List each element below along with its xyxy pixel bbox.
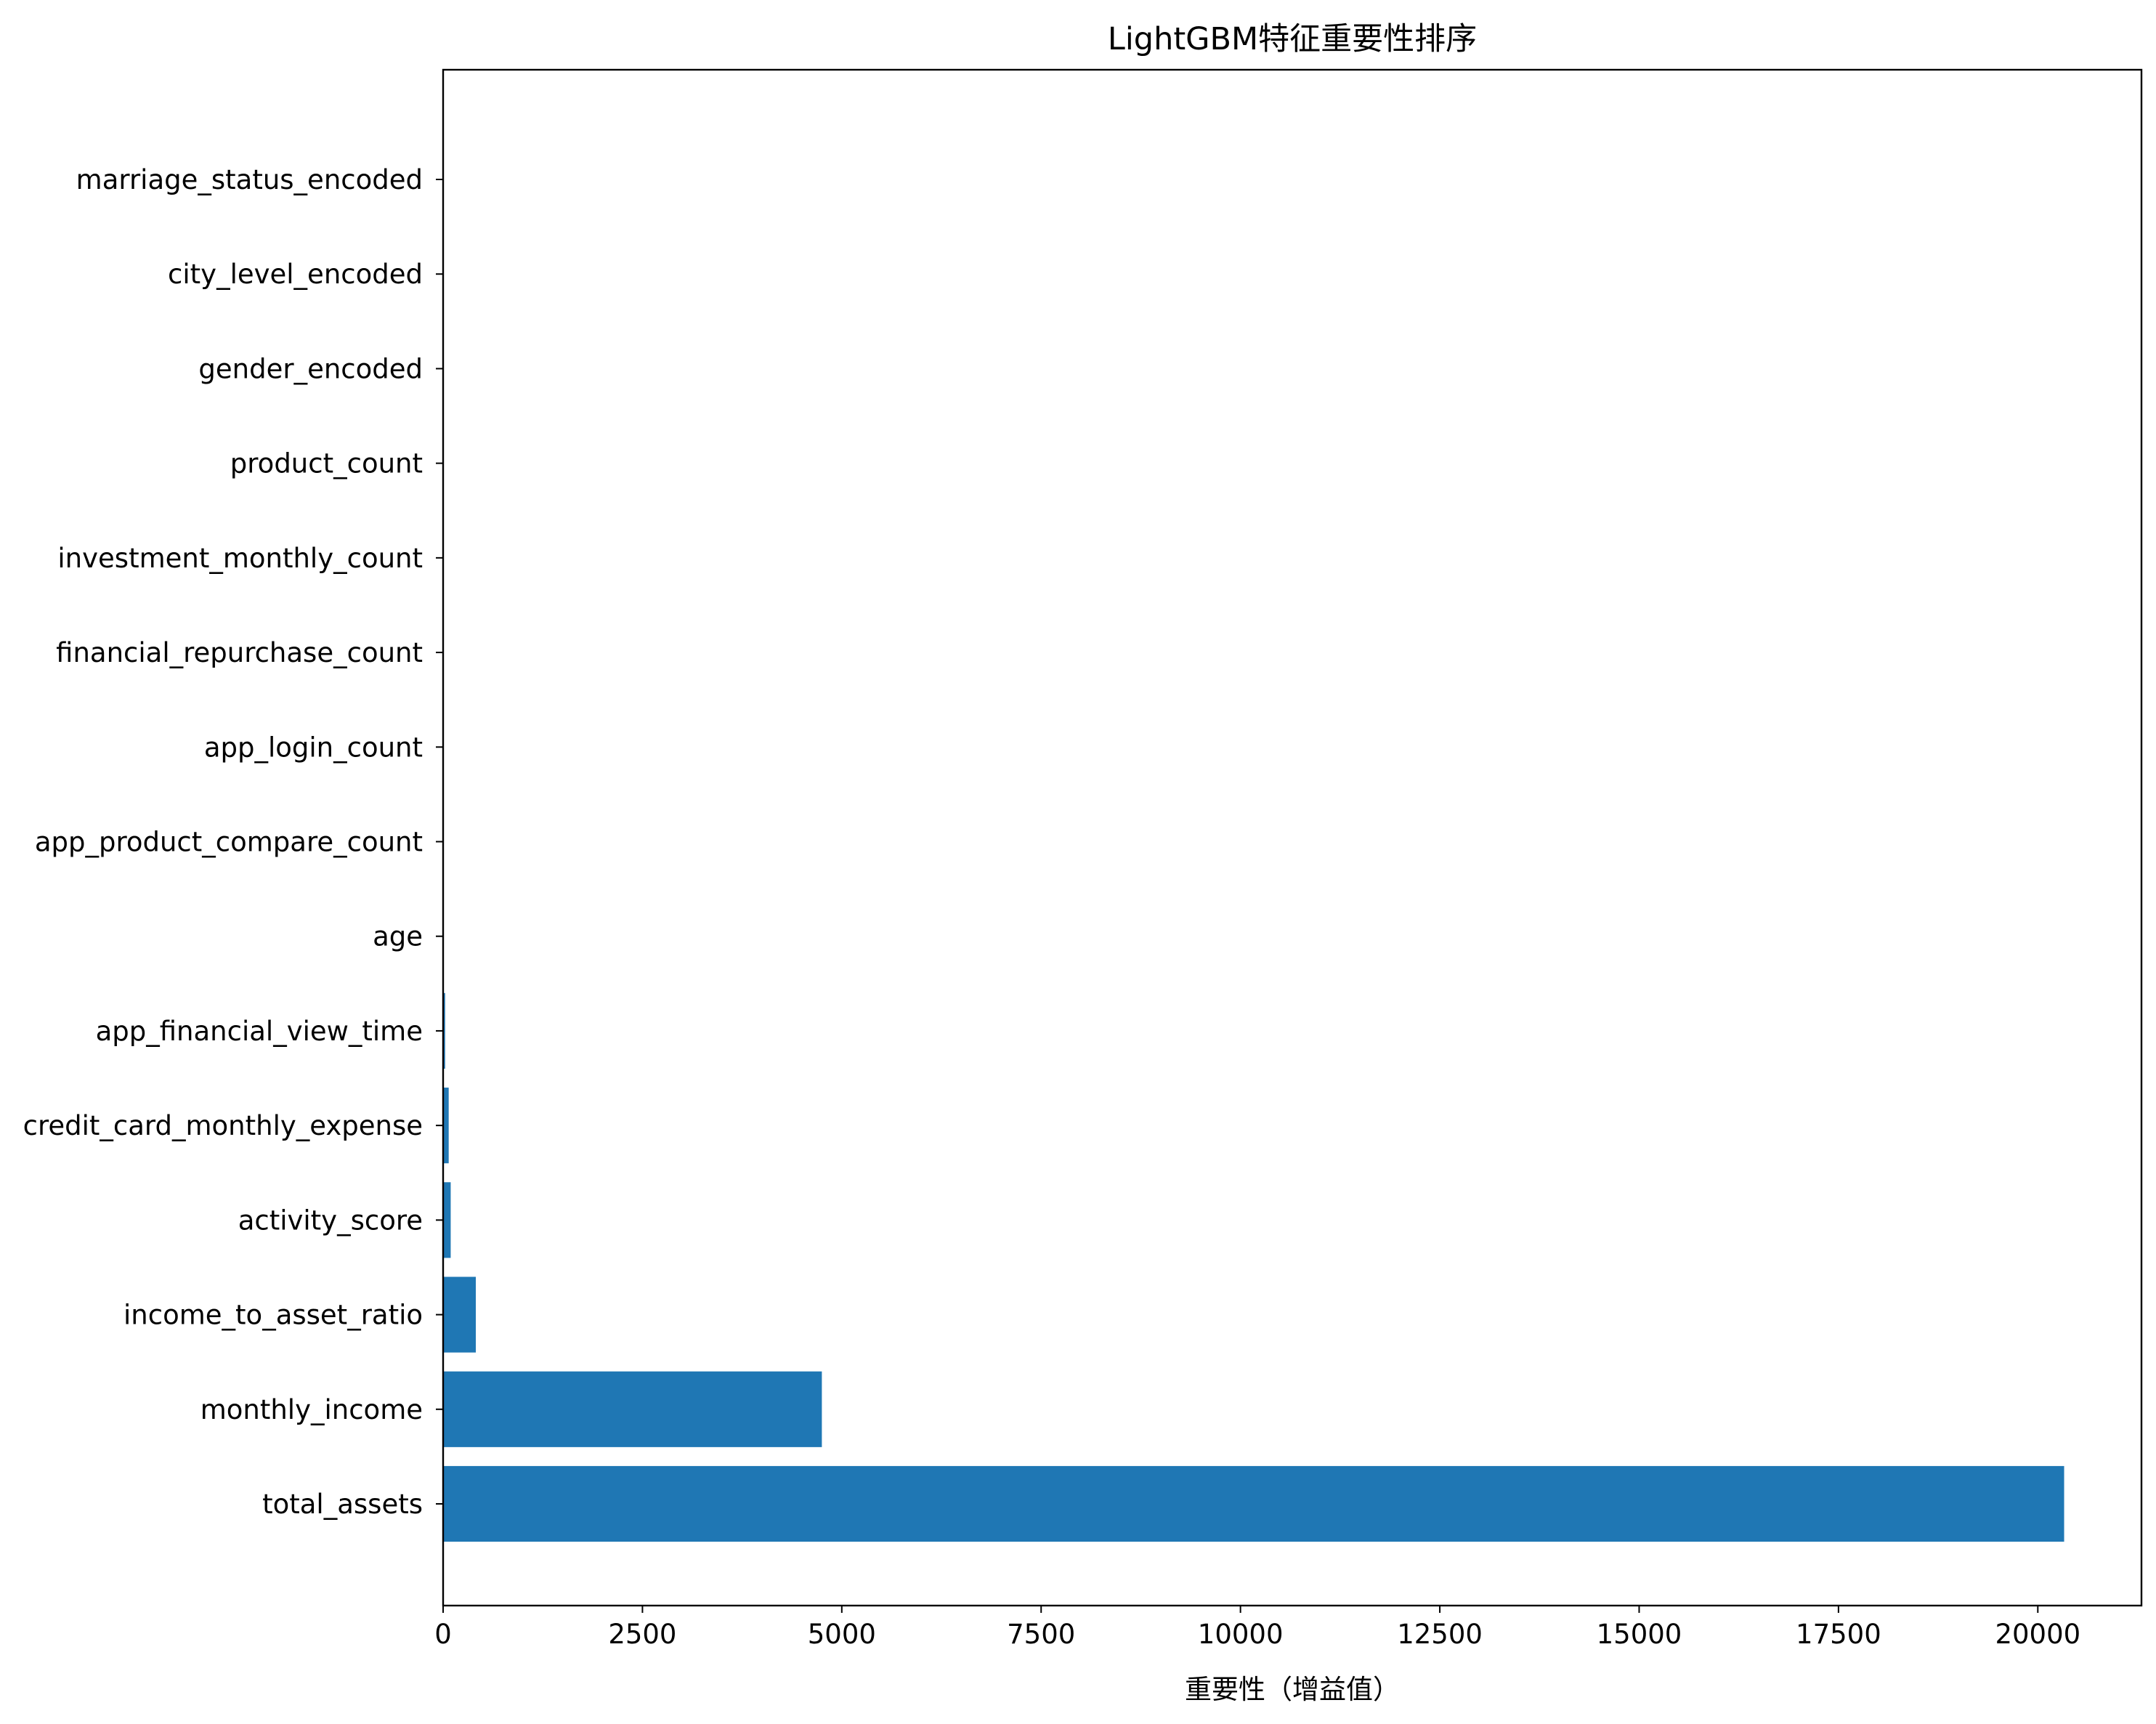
x-tick-label: 5000 <box>808 1619 876 1650</box>
y-tick-label: app_login_count <box>204 732 423 763</box>
bar-total_assets <box>443 1465 2064 1542</box>
x-tick-label: 2500 <box>608 1619 676 1650</box>
y-tick-label: monthly_income <box>200 1394 423 1425</box>
y-tick-label: financial_repurchase_count <box>56 637 423 668</box>
x-tick-label: 10000 <box>1198 1619 1284 1650</box>
bars-layer <box>443 992 2064 1542</box>
y-tick-label: product_count <box>230 448 423 479</box>
y-tick-label: marriage_status_encoded <box>76 164 423 195</box>
chart-title: LightGBM特征重要性排序 <box>1108 21 1477 57</box>
y-tick-label: app_product_compare_count <box>35 827 423 858</box>
y-tick-label: investment_monthly_count <box>57 543 423 574</box>
y-tick-label: age <box>373 921 423 952</box>
y-tick-label: app_financial_view_time <box>96 1016 423 1047</box>
x-axis-label: 重要性（增益值） <box>1185 1674 1400 1705</box>
y-tick-label: total_assets <box>262 1489 423 1520</box>
x-tick-label: 12500 <box>1397 1619 1483 1650</box>
x-axis: 0 2500 5000 7500 10000 12500 15000 17500 20000 <box>434 1606 2080 1650</box>
x-tick-label: 15000 <box>1597 1619 1682 1650</box>
y-axis: total_assets monthly_income income_to_asse… <box>23 164 443 1520</box>
bar-app_financial_view_time <box>443 992 445 1069</box>
y-tick-label: credit_card_monthly_expense <box>23 1110 423 1141</box>
y-tick-label: activity_score <box>238 1205 423 1236</box>
y-tick-label: gender_encoded <box>198 353 423 384</box>
y-tick-label: city_level_encoded <box>168 259 423 290</box>
x-tick-label: 0 <box>434 1619 452 1650</box>
x-tick-label: 7500 <box>1007 1619 1075 1650</box>
bar-income_to_asset_ratio <box>443 1276 477 1353</box>
x-tick-label: 20000 <box>1995 1619 2080 1650</box>
y-tick-label: income_to_asset_ratio <box>123 1300 423 1331</box>
bar-activity_score <box>443 1182 451 1258</box>
x-tick-label: 17500 <box>1796 1619 1881 1650</box>
plot-area-frame <box>442 68 2143 1607</box>
bar-monthly_income <box>443 1371 822 1447</box>
bar-credit_card_monthly_expense <box>443 1088 449 1164</box>
